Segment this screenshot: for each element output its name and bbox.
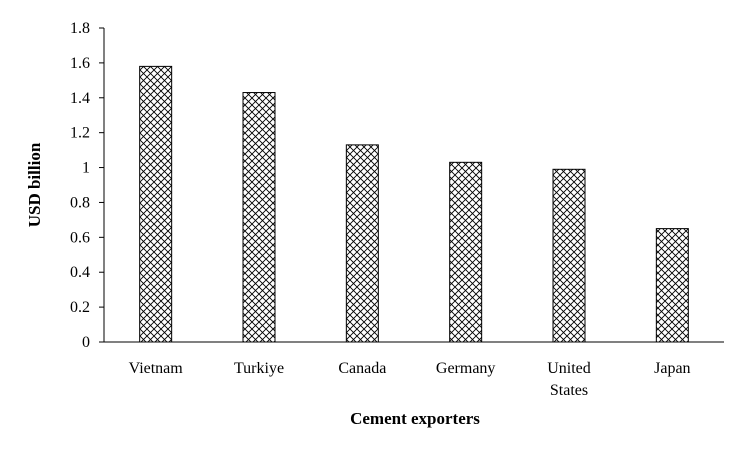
y-tick-label: 1.8 (70, 20, 90, 37)
bars (139, 65, 689, 343)
y-tick-label: 0.4 (70, 264, 90, 281)
x-axis-title: Cement exporters (350, 409, 480, 428)
x-axis-tick-labels: Vietnam Turkiye Canada Germany United States J… (129, 360, 691, 399)
bar (242, 92, 276, 343)
y-tick-label: 0.6 (70, 229, 90, 246)
y-axis-ticks: 0 0.2 0.4 0.6 0.8 1 1.2 1.4 1.6 1.8 (70, 20, 104, 351)
y-tick-label: 1 (82, 160, 90, 177)
bar (139, 65, 173, 343)
bar (449, 161, 483, 343)
bar (345, 144, 379, 343)
y-tick-label: 0.8 (70, 194, 90, 211)
x-tick-label: Turkiye (234, 360, 284, 377)
y-tick-label: 1.6 (70, 55, 90, 72)
x-tick-label: United States (547, 360, 591, 399)
bar (552, 168, 586, 343)
x-tick-label: Vietnam (129, 360, 184, 377)
y-tick-label: 1.2 (70, 125, 90, 142)
x-tick-label: Canada (338, 360, 386, 377)
x-tick-label: Japan (654, 360, 690, 377)
y-tick-label: 0 (82, 334, 90, 351)
y-tick-label: 1.4 (70, 90, 90, 107)
x-tick-label: Germany (436, 360, 496, 377)
y-tick-label: 0.2 (70, 299, 90, 316)
bar (655, 228, 689, 343)
y-axis-title: USD billion (25, 142, 44, 227)
